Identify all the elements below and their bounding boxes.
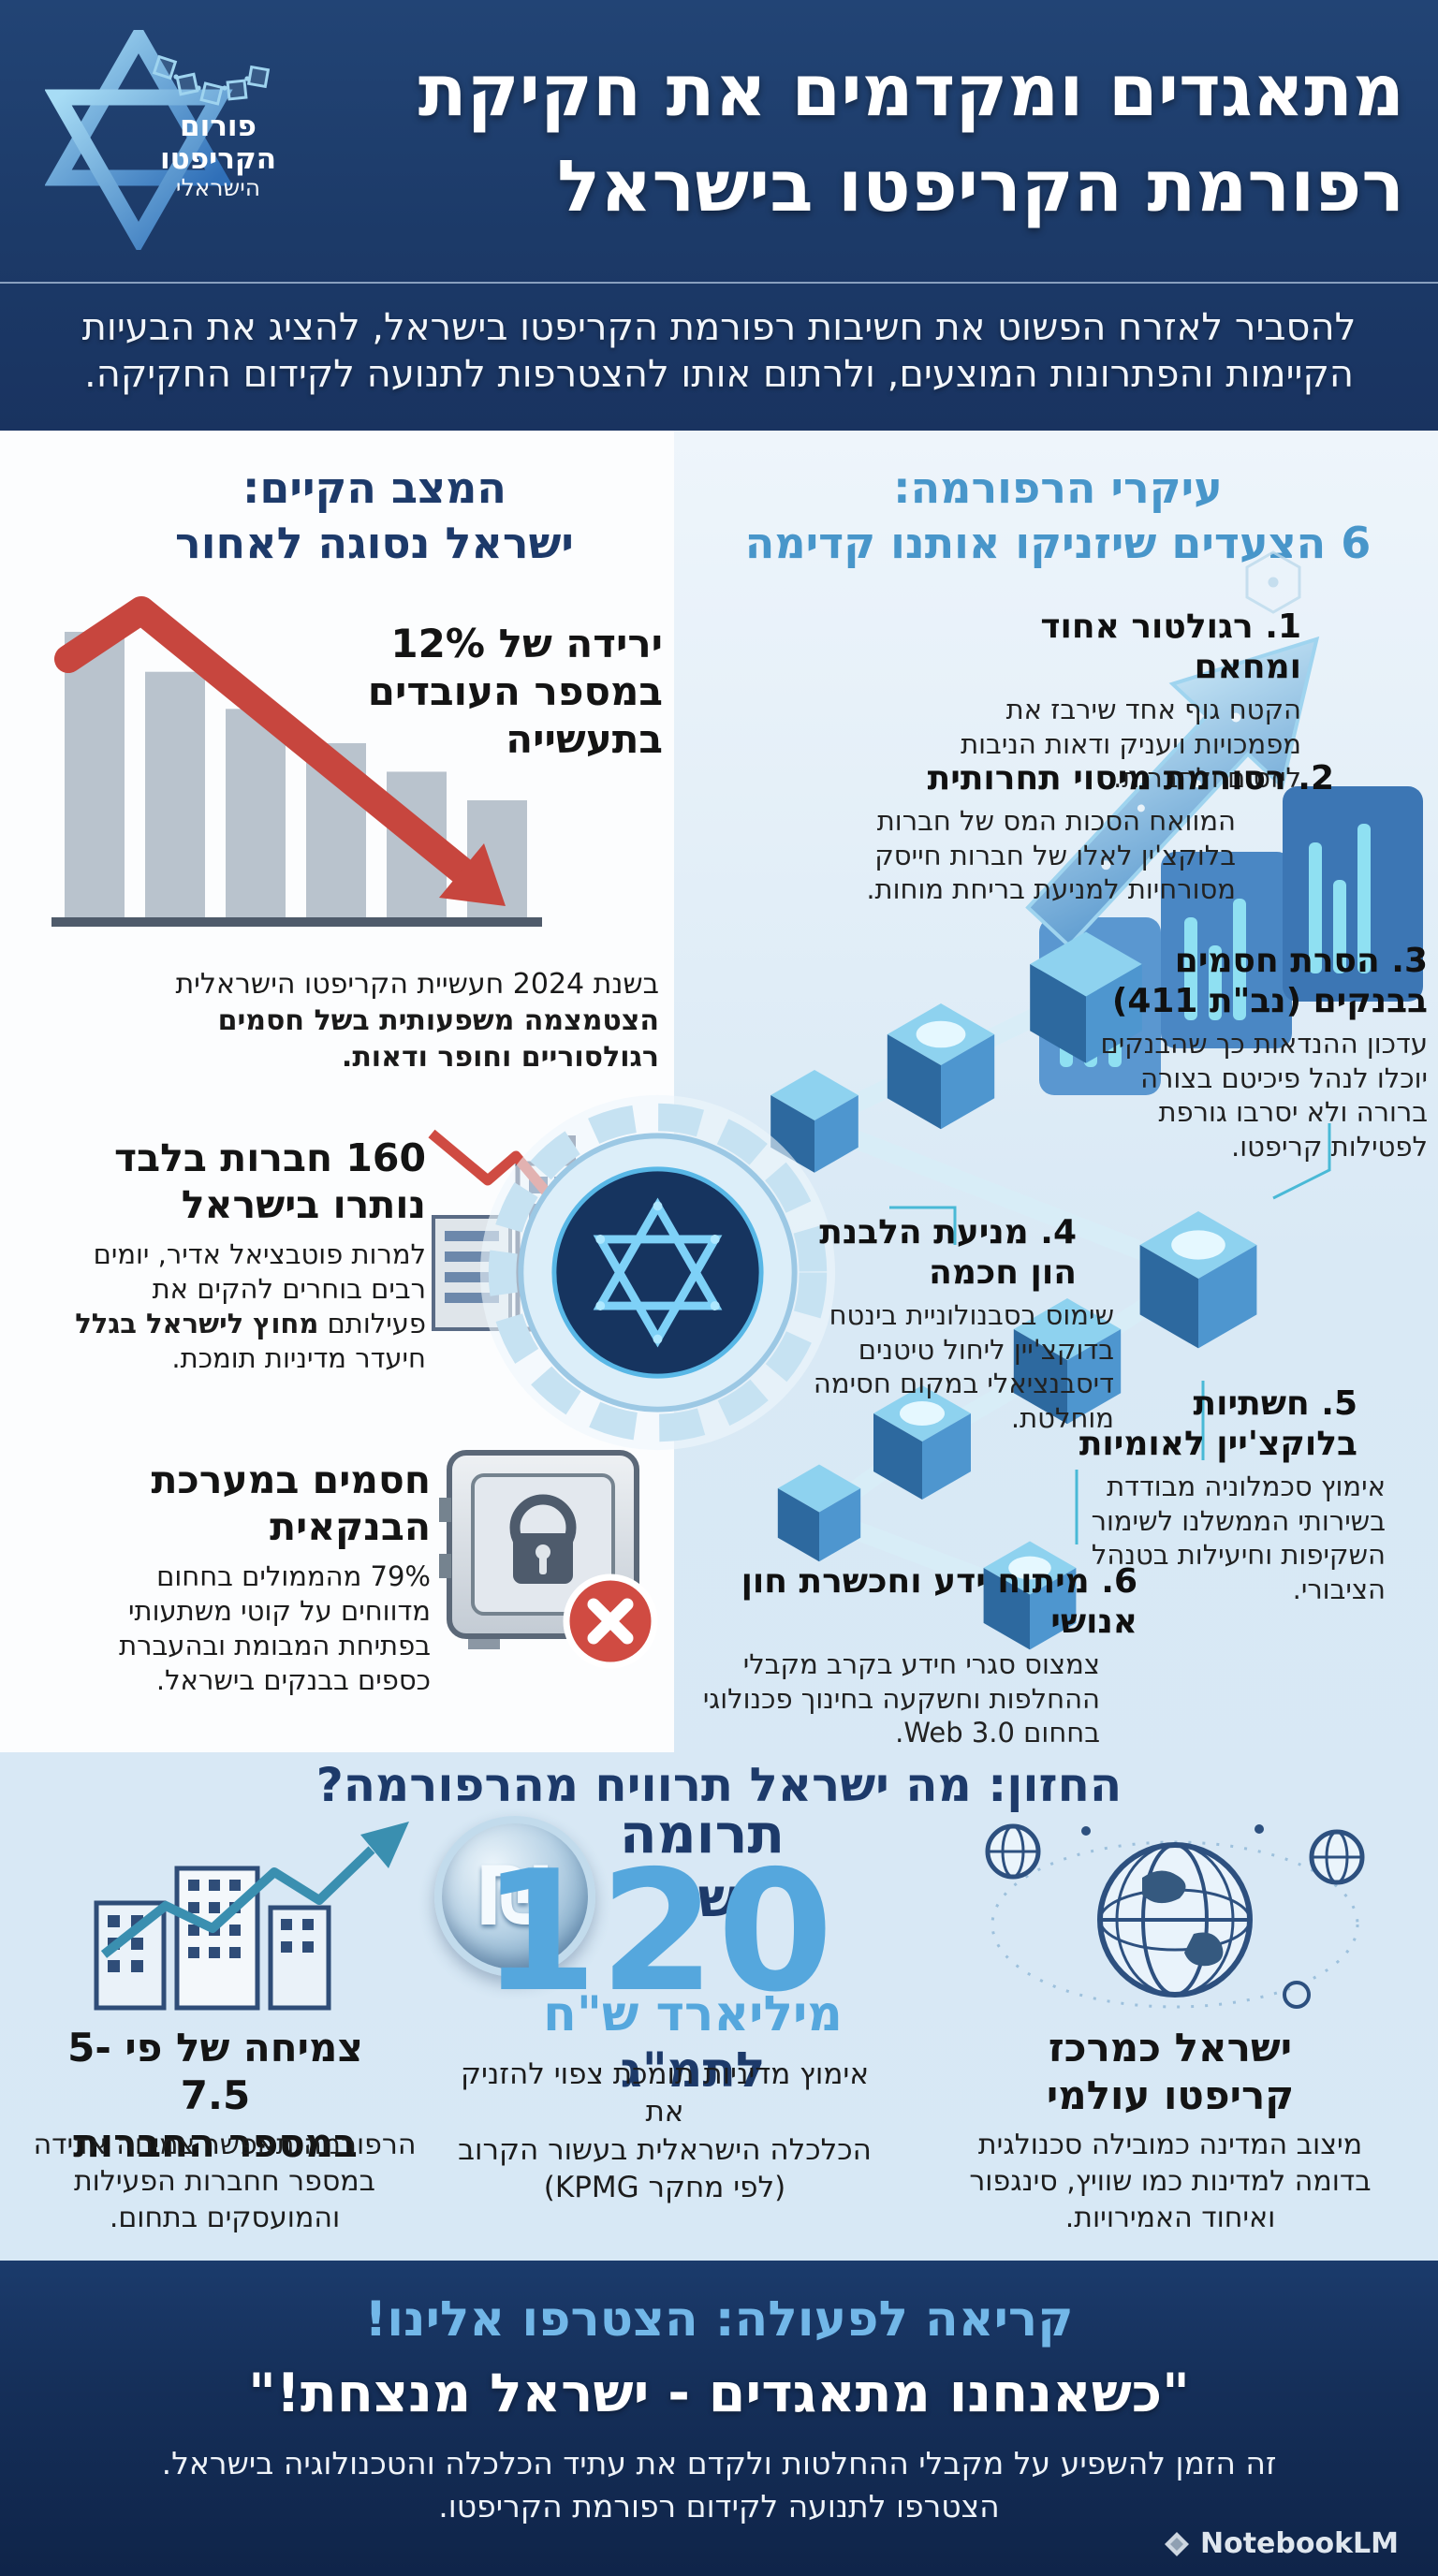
forum-logo-line3: הישראלי	[175, 174, 261, 202]
forum-logo-line2: הקריפטו	[160, 141, 276, 176]
locked-safe-icon	[439, 1450, 658, 1669]
contribution-unit-light: מיליארד ש"ח	[543, 1986, 843, 2042]
footer-body-line2: הצטרפו לתנועה לקידום רפורמת הקריפטו.	[438, 2488, 1000, 2525]
global-heading: ישראל כמרכז קריפטו עולמי	[992, 2024, 1348, 2119]
companies-heading-line2: נותרו בישראל	[181, 1182, 426, 1228]
header-divider	[0, 282, 1438, 284]
companies-body-pre: למרות פוטבציאל אדיר, יומים רבים בוחרים ל…	[93, 1238, 426, 1340]
shekel-symbol: ₪	[478, 1850, 551, 1943]
emblem-star-of-david	[593, 1197, 723, 1348]
chart-caption: בשנת 2024 חעשיית הקריפטו הישראלית הצטמצמ…	[75, 966, 659, 1076]
stat-line3: בתעשייה	[506, 716, 663, 763]
companies-heading-line1: 160 חברות בלבד	[114, 1135, 426, 1180]
big-up-arrow	[1025, 636, 1320, 949]
red-decline-arrow-shaft	[54, 596, 476, 885]
growth-heading: צמיחה של פי 5-7.5 במספר החברות	[37, 2024, 393, 2168]
notebooklm-label: NotebookLM	[1200, 2527, 1400, 2560]
reform-heading-line1: עיקרי הרפורמה:	[893, 462, 1223, 513]
header-subtitle-line1: להסביר לאזרח הפשוט את חשיבות רפורמת הקרי…	[81, 306, 1357, 349]
step-3-body: עדכון ההנדאות כך שהבנקים יוכלו לנהל פיכי…	[1100, 1028, 1428, 1163]
contribution-prefix: תרומה של	[619, 1802, 785, 1929]
step-4-body: שימוס בסבנולוניית בינטח בדוקצ'יין ליחול …	[813, 1299, 1114, 1434]
global-network-globe-icon	[985, 1823, 1365, 2009]
banking-heading-line2: הבנקאית	[270, 1504, 431, 1550]
global-heading-line1: ישראל כמרכז	[1048, 2025, 1293, 2071]
reform-step-2: 2. רסורמת מיסוי תחרותית המוואח הסכות המס…	[824, 758, 1334, 907]
contribution-body: אימוץ מדיניות תומכת צפוי להזניק את הכלכל…	[449, 2056, 880, 2206]
header-band	[0, 0, 1438, 431]
industry-decline-chart	[51, 596, 542, 927]
footer-band	[0, 2261, 1438, 2576]
header-subtitle-line2: הקיימות והפתרונות המוצעים, ולרתום אותו ל…	[84, 352, 1354, 396]
step-1-title: 1. רגולטור אחוד ומחאם	[1040, 607, 1301, 687]
companies-item: 160 חברות בלבד נותרו בישראל למרות פוטבצי…	[70, 1134, 426, 1376]
chart-axis-line	[51, 917, 542, 927]
footer-cta: קריאה לפעולה: הצטרפו אלינו!	[364, 2291, 1074, 2348]
vision-heading: החזון: מה ישראל תרוויח מהרפורמה?	[315, 1758, 1123, 1812]
current-state-heading-line1: המצב הקיים:	[242, 462, 506, 513]
ascending-blockchain-cubes-illustration	[712, 550, 1423, 1650]
stat-line2: במספר העובדים	[367, 668, 663, 715]
global-heading-line2: קריפטו עולמי	[1046, 2072, 1295, 2119]
step-3-title: 3. הסרת חסמים בבנקים (נב"ת 411)	[1111, 942, 1428, 1021]
reform-step-6: 6. מיתוח ידע וחכשרת חון אנושי צמצוס סגרי…	[697, 1561, 1137, 1750]
shekel-coin-icon: ₪	[434, 1816, 595, 1977]
step-1-body: הקטח גוף אחד שירבז את מפמכויות ויעניק וד…	[961, 694, 1301, 795]
step-2-title: 2. רסורמת מיסוי תחרותית	[927, 759, 1334, 798]
step-6-title: 6. מיתוח ידע וחכשרת חון אנושי	[741, 1562, 1137, 1642]
industry-decline-stat: ירידה של 12% במספר העובדים בתעשייה	[281, 620, 663, 764]
notebooklm-watermark: NotebookLM	[1163, 2527, 1416, 2560]
step-2-body: המוואח הסכות המס של חברות בלוקצ'ין לאלו …	[866, 805, 1236, 906]
reform-heading: עיקרי הרפורמה: 6 הצעדים שיזניקו אותנו קד…	[740, 461, 1376, 571]
banking-heading-line1: חסמים במערכת	[151, 1457, 432, 1502]
step-5-body: אימוץ סכמלוניה מבודדת בשירותי הממשלנו לש…	[1091, 1471, 1386, 1605]
blockchain-cubes	[770, 931, 1257, 1650]
contribution-body-line2: הכלכלה הישראלית בעשור הקרוב	[458, 2132, 872, 2167]
reform-heading-line2: 6 הצעדים שיזניקו אותנו קדימה	[744, 517, 1372, 568]
contribution-number: 120	[481, 1835, 835, 2028]
page-title-line1: מתאגדים ומקדמים את חקיקת	[418, 49, 1404, 132]
industry-bar-chart-bars	[65, 632, 527, 917]
companies-body-post: חיעדר מדיניות תומכת.	[171, 1342, 426, 1375]
step-6-body: צמצוס סגרי חידע בקרב מקבלי ההחלפות וחשקע…	[702, 1648, 1100, 1749]
footer-body-line1: זה הזמן להשפיע על מקבלי ההחלטות ולקדם את…	[161, 2445, 1277, 2481]
star-of-david-blockchain-icon	[45, 30, 271, 250]
reform-step-1: 1. רגולטור אחוד ומחאם הקטח גוף אחד שירבז…	[927, 607, 1301, 796]
growth-body: הרפורמה תאפשר צמיחה אדידה במספר חחברות ה…	[33, 2129, 417, 2234]
growth-arrow	[100, 1846, 375, 1958]
forum-logo-line1: פורום	[180, 110, 257, 143]
teal-connector-lines	[889, 1123, 1331, 1544]
notebooklm-icon	[1165, 2531, 1189, 2556]
stat-line1: ירידה של 12%	[390, 621, 663, 666]
step-4-title: 4. מניעת הלבנת הון חכמה	[819, 1213, 1077, 1293]
current-state-heading-line2: ישראל נסוגה לאחור	[175, 517, 574, 568]
growth-heading-line2: במספר החברות	[73, 2120, 358, 2167]
reform-step-3: 3. הסרת חסמים בבנקים (נב"ת 411) עדכון הה…	[1091, 941, 1428, 1164]
global-body: מיצוב המדינה כמובילה סכנולגית בדומה למדי…	[969, 2129, 1372, 2234]
contribution-body-line3: (לפי מחקר KPMG)	[543, 2170, 786, 2204]
banking-body: 79% מהממולים בחחום מדווחים על קוטי משתעו…	[119, 1560, 431, 1697]
footer-slogan: "כשאנחנו מתאגדים - ישראל מנצחת!"	[248, 2363, 1190, 2424]
city-growth-icon	[94, 1822, 409, 2011]
banking-item: חסמים במערכת הבנקאית 79% מהממולים בחחום …	[70, 1456, 431, 1698]
current-state-heading: המצב הקיים: ישראל נסוגה לאחור	[84, 461, 665, 571]
contribution-units: מיליארד ש"ח לתמ"ג	[515, 1986, 871, 2099]
reform-step-5: 5. חשתיות בלוקצ'יין לאומיות אימוץ סכמלונ…	[1077, 1383, 1428, 1607]
forum-logo-text: פורום הקריפטו הישראלי	[157, 110, 279, 201]
header-subtitle: להסביר לאזרח הפשוט את חשיבות רפורמת הקרי…	[37, 305, 1401, 398]
companies-body: למרות פוטבציאל אדיר, יומים רבים בוחרים ל…	[70, 1237, 426, 1376]
contribution-body-line1: אימוץ מדיניות תומכת צפוי להזניק את	[460, 2057, 870, 2130]
page-title: מתאגדים ומקדמים את חקיקת רפורמת הקריפטו …	[393, 43, 1404, 234]
chart-caption-regular: בשנת 2024 חעשיית הקריפטו הישראלית	[175, 968, 659, 1001]
chart-caption-bold: הצטמצמה משפעותית בשל חסמים רגולסוריים וח…	[217, 1004, 659, 1074]
contribution-unit-dark: לתמ"ג	[620, 2042, 766, 2099]
reform-step-4: 4. מניעת הלבנת הון חכמה שימוס בסבנולוניי…	[777, 1212, 1152, 1436]
companies-body-bold: מחוץ לישראל בגלל	[75, 1308, 319, 1340]
growth-heading-line1: צמיחה של פי 5-7.5	[67, 2025, 363, 2119]
red-decline-arrow-head	[439, 843, 506, 906]
page-title-line2: רפורמת הקריפטו בישראל	[557, 143, 1404, 227]
step-5-title: 5. חשתיות בלוקצ'יין לאומיות	[1078, 1384, 1357, 1464]
gear-star-emblem	[479, 1094, 836, 1451]
